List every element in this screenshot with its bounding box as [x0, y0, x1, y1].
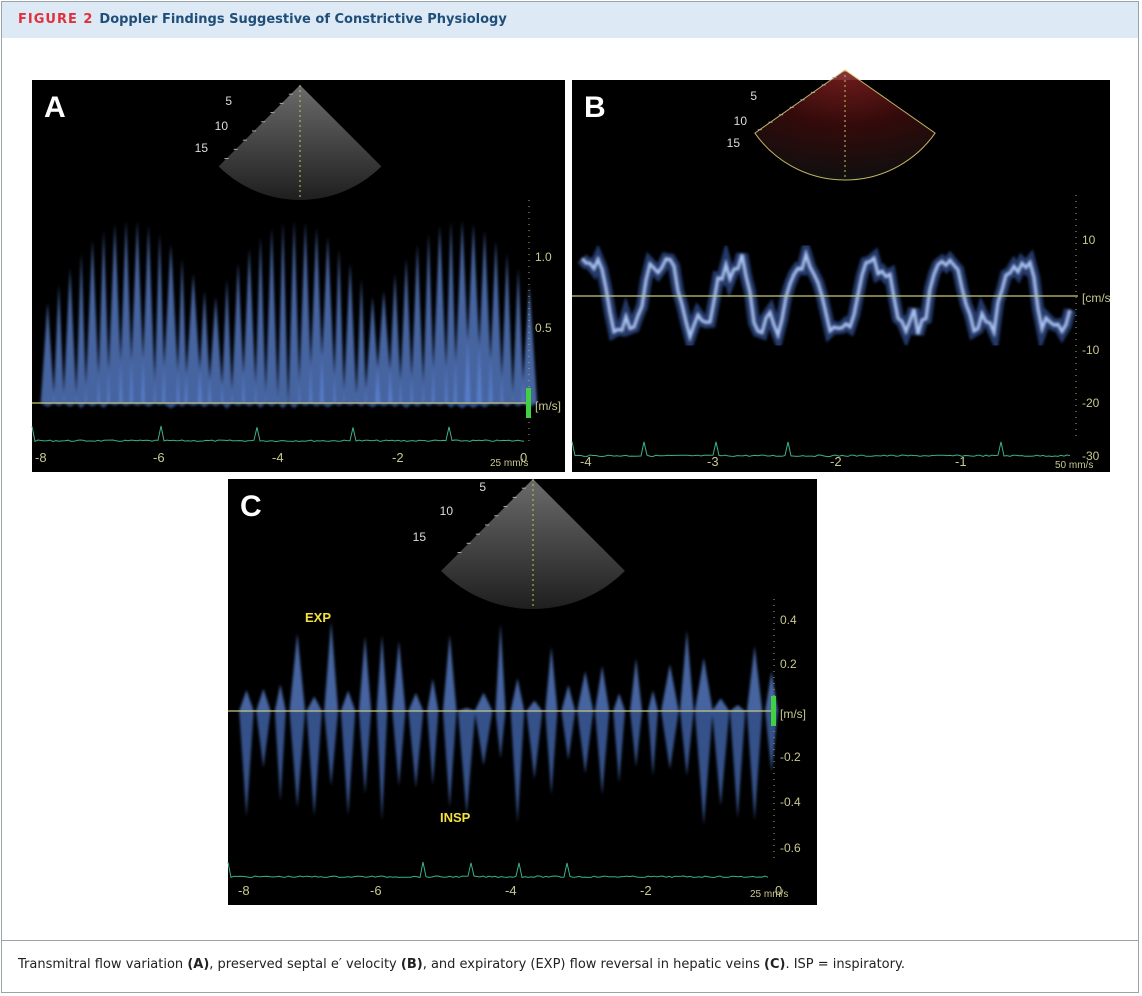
y-tick-label: -10: [1082, 343, 1100, 357]
depth-label: 5: [225, 94, 232, 108]
depth-label: 5: [750, 89, 757, 103]
y-tick-label: 1.0: [535, 250, 552, 264]
depth-label: 10: [215, 119, 229, 133]
x-tick-label: -4: [505, 883, 517, 898]
unit-label: [cm/s: [1082, 291, 1111, 305]
x-tick-label: -8: [35, 450, 47, 465]
unit-label: [m/s]: [780, 707, 806, 721]
panels: 51015A1.00.5[m/s]-8-6-4-2025 mm/s51015B1…: [0, 0, 1142, 996]
depth-label: 10: [734, 114, 748, 128]
page: FIGURE 2Doppler Findings Suggestive of C…: [0, 0, 1142, 996]
x-tick-label: -2: [830, 454, 842, 469]
unit-label: [m/s]: [535, 399, 561, 413]
x-tick-label: -4: [580, 454, 592, 469]
depth-label: 15: [195, 141, 209, 155]
y-tick-label: -20: [1082, 396, 1100, 410]
y-tick-label: -0.6: [780, 841, 801, 855]
depth-label: 15: [727, 136, 741, 150]
panel-label: B: [584, 91, 606, 124]
phase-annotation: INSP: [440, 810, 471, 825]
panel-label: C: [240, 490, 262, 523]
sweep-speed: 50 mm/s: [1055, 460, 1093, 471]
depth-label: 10: [440, 504, 454, 518]
sweep-speed: 25 mm/s: [750, 889, 788, 900]
x-tick-label: -4: [272, 450, 284, 465]
y-tick-label: -0.2: [780, 750, 801, 764]
x-tick-label: -8: [238, 883, 250, 898]
x-tick-label: -3: [707, 454, 719, 469]
depth-label: 5: [479, 480, 486, 494]
y-tick-label: 10: [1082, 233, 1096, 247]
x-tick-label: -2: [392, 450, 404, 465]
x-tick-label: -6: [153, 450, 165, 465]
x-tick-label: -2: [640, 883, 652, 898]
panel-label: A: [44, 91, 66, 124]
phase-annotation: EXP: [305, 610, 331, 625]
gain-bar: [771, 696, 776, 726]
x-tick-label: -6: [370, 883, 382, 898]
y-tick-label: 0.2: [780, 657, 797, 671]
y-tick-label: 0.5: [535, 321, 552, 335]
doppler-panel: 51015C0.40.2-0.2-0.4-0.6[m/s]-8-6-4-2025…: [228, 479, 817, 905]
x-tick-label: -1: [955, 454, 967, 469]
y-tick-label: 0.4: [780, 613, 797, 627]
y-tick-label: -0.4: [780, 795, 801, 809]
depth-label: 15: [413, 530, 427, 544]
sweep-speed: 25 mm/s: [490, 458, 528, 469]
gain-bar: [526, 388, 531, 418]
